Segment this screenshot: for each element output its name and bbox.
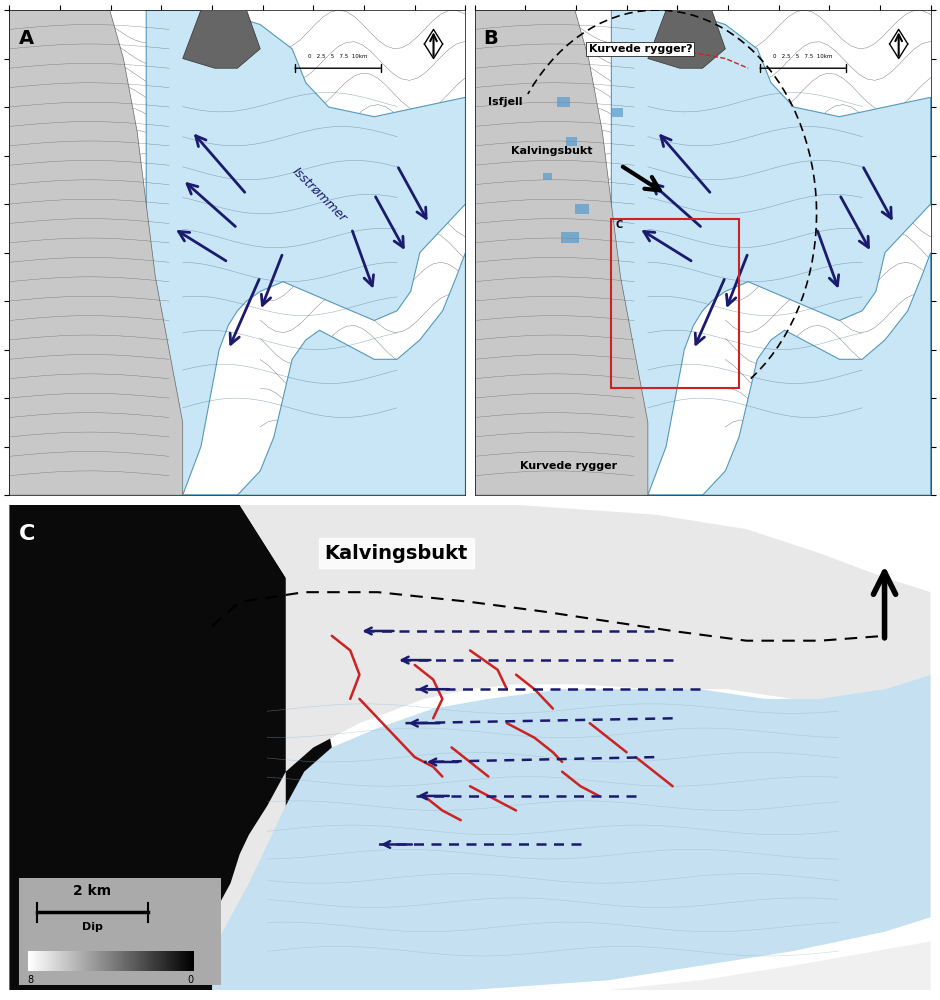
Text: Dip: Dip [82, 922, 102, 932]
Bar [561, 232, 579, 243]
Polygon shape [9, 505, 332, 990]
Text: B: B [484, 29, 498, 48]
Polygon shape [9, 10, 182, 495]
Polygon shape [611, 10, 931, 495]
Bar [543, 173, 552, 180]
Bar [611, 108, 623, 117]
Bar [575, 204, 588, 214]
Text: Kalvingsbukt: Kalvingsbukt [511, 146, 592, 156]
Text: 2 km: 2 km [73, 884, 111, 898]
Polygon shape [147, 10, 465, 495]
Text: 0   2.5   5   7.5  10km: 0 2.5 5 7.5 10km [774, 54, 833, 59]
Text: Kalvingsbukt: Kalvingsbukt [324, 544, 468, 563]
Text: Isfjell: Isfjell [488, 97, 523, 107]
Text: Kurvede rygger: Kurvede rygger [520, 461, 618, 471]
Text: Isstrømmer: Isstrømmer [290, 164, 350, 224]
Bar [611, 219, 739, 388]
Text: C: C [19, 524, 35, 544]
Polygon shape [182, 10, 260, 68]
Text: 0: 0 [187, 975, 194, 985]
Polygon shape [648, 10, 726, 68]
Polygon shape [212, 505, 931, 990]
Text: 0   2.5   5   7.5  10km: 0 2.5 5 7.5 10km [308, 54, 368, 59]
Text: Kurvede rygger?: Kurvede rygger? [588, 44, 692, 54]
Bar [19, 878, 221, 985]
Text: A: A [19, 29, 34, 48]
Polygon shape [212, 675, 931, 990]
Bar [556, 97, 571, 107]
Polygon shape [240, 941, 931, 990]
Text: 8: 8 [28, 975, 34, 985]
Bar [566, 137, 577, 146]
Polygon shape [475, 10, 648, 495]
Text: C: C [616, 220, 623, 230]
